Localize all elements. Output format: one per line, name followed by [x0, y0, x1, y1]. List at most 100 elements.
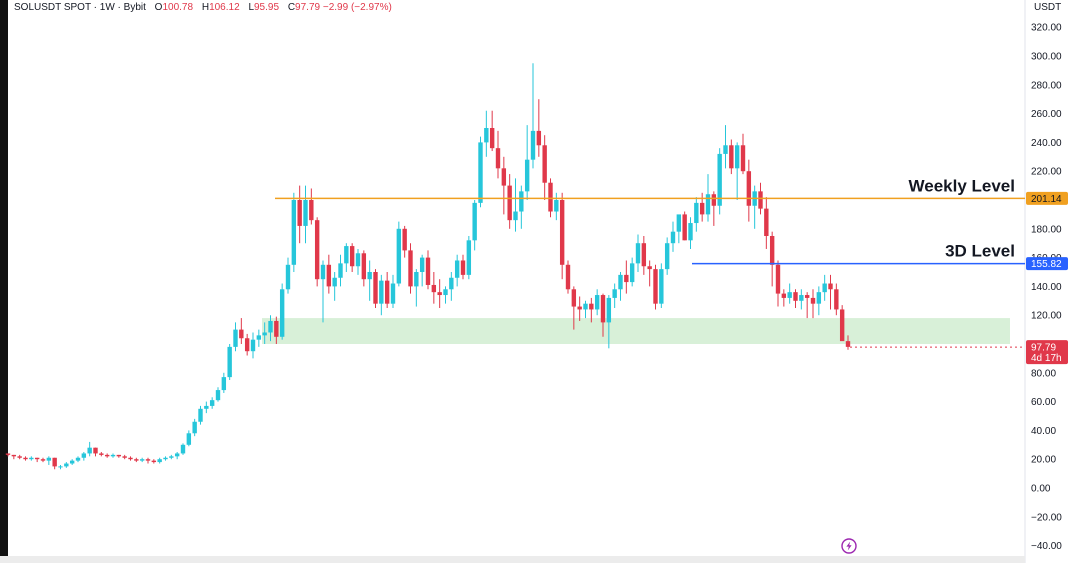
candle [291, 192, 297, 272]
candle-body [688, 223, 693, 241]
candle [268, 315, 273, 342]
candle-body [624, 274, 629, 283]
candle [664, 237, 670, 275]
candle-body [676, 214, 682, 232]
candle-body [34, 457, 40, 460]
candle [752, 185, 757, 229]
candle-body [478, 142, 483, 203]
candle-body [396, 228, 402, 284]
candle [390, 274, 396, 308]
candle-body [449, 277, 454, 290]
candle-body [180, 444, 186, 454]
candle-body [734, 145, 740, 169]
last-price-text: 97.79 [1031, 343, 1056, 354]
candle-body [5, 453, 11, 455]
candle [828, 274, 833, 310]
candle [75, 456, 81, 463]
low-value: 95.95 [254, 2, 280, 13]
candle [559, 192, 565, 280]
candle [69, 459, 75, 465]
candle-body [758, 191, 763, 209]
candle [431, 272, 437, 304]
candle [425, 250, 431, 290]
candle [122, 454, 127, 460]
candle-body [186, 433, 192, 445]
currency-label[interactable]: USDT [1034, 2, 1062, 13]
candle [279, 283, 285, 340]
y-tick-label: −40.00 [1031, 541, 1062, 552]
candle [723, 125, 728, 169]
candle [554, 192, 559, 221]
candle [402, 225, 407, 258]
candle [244, 333, 250, 356]
candle [309, 188, 314, 225]
candle-body [764, 208, 769, 236]
change-value: −2.99 (−2.97%) [322, 2, 392, 13]
candle [478, 136, 483, 208]
candle [734, 142, 740, 200]
y-tick-label: −20.00 [1031, 512, 1062, 523]
support-zone[interactable] [262, 318, 1010, 344]
candle [845, 335, 851, 350]
candle [87, 441, 92, 457]
d3-price-badge[interactable] [1026, 257, 1068, 271]
candle-body [198, 408, 203, 422]
candle [472, 200, 477, 251]
lightning-icon[interactable] [841, 538, 857, 554]
time-axis-strip [0, 556, 1025, 563]
candle-body [52, 457, 57, 467]
last-price-badge[interactable] [1026, 340, 1068, 365]
candle-body [746, 171, 752, 206]
candle-body [641, 243, 647, 267]
candle [624, 260, 629, 294]
weekly-price-badge-text: 201.14 [1031, 194, 1062, 205]
candle-body [723, 145, 728, 154]
weekly-level-label: Weekly Level [909, 176, 1015, 195]
candle-body [536, 130, 542, 146]
candle-body [268, 320, 273, 333]
candle [787, 283, 792, 304]
candle [52, 457, 57, 470]
candle-body [682, 214, 687, 241]
candle-body [519, 191, 524, 212]
candle-body [379, 280, 384, 304]
candle-body [460, 260, 466, 275]
candle-body [46, 457, 52, 461]
candle-body [653, 269, 658, 304]
candle [379, 274, 384, 316]
candle [810, 289, 816, 319]
candle-body [729, 145, 734, 169]
candle-body [834, 289, 839, 310]
candle-body [495, 148, 501, 169]
candle-body [110, 454, 116, 457]
candle-body [565, 264, 571, 290]
candle [99, 452, 104, 457]
candle [349, 243, 355, 272]
candle-body [58, 466, 63, 468]
y-tick-label: 20.00 [1031, 455, 1056, 466]
candle [635, 234, 641, 272]
candle-body [64, 463, 69, 467]
candle [816, 286, 822, 316]
candle-body [151, 460, 157, 463]
candle-body [513, 211, 518, 221]
candle [285, 257, 291, 294]
candle [834, 283, 839, 316]
candle-body [472, 202, 477, 241]
y-tick-label: 140.00 [1031, 282, 1062, 293]
candle [303, 185, 308, 244]
candle [466, 236, 472, 280]
candle-body [309, 200, 314, 221]
candle [764, 197, 769, 249]
candle [361, 250, 367, 287]
candle [46, 456, 52, 465]
candle [104, 453, 110, 458]
candle [233, 322, 238, 352]
candle-body [559, 200, 565, 265]
weekly-price-badge[interactable] [1026, 191, 1068, 205]
symbol-label[interactable]: SOLUSDT SPOT · 1W · Bybit [14, 2, 146, 13]
candle [746, 159, 752, 222]
candle [600, 293, 606, 337]
candle-body [373, 272, 378, 304]
